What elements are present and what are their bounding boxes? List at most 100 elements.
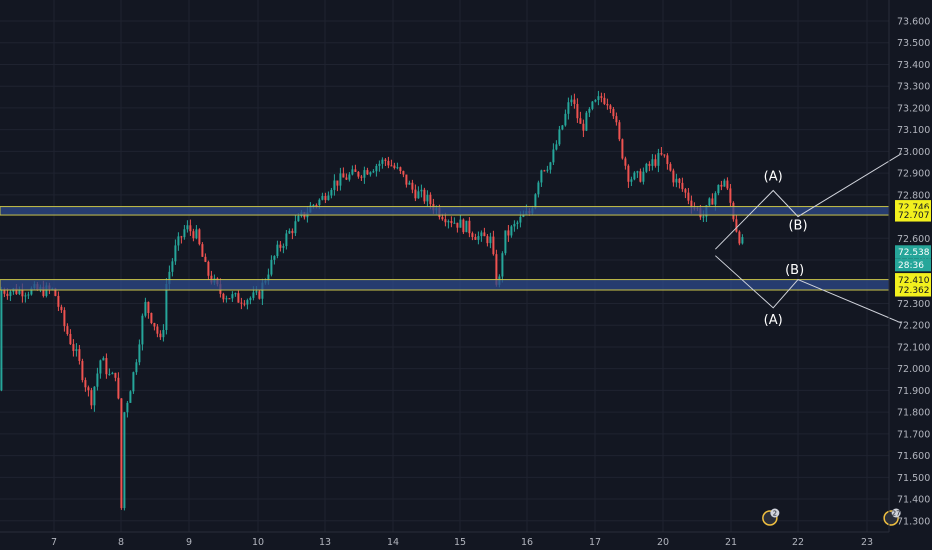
candle-down bbox=[429, 194, 432, 205]
price-tick-label: 72.200 bbox=[897, 321, 930, 332]
candle-up bbox=[714, 193, 717, 205]
candle-down bbox=[150, 312, 153, 323]
candle-down bbox=[684, 189, 687, 193]
candle-down bbox=[456, 222, 459, 228]
candle-down bbox=[366, 170, 369, 175]
candle-up bbox=[327, 195, 330, 201]
candle-down bbox=[639, 171, 642, 182]
candle-down bbox=[414, 189, 417, 199]
candle-down bbox=[78, 349, 81, 361]
candle-up bbox=[273, 256, 276, 260]
candle-up bbox=[369, 172, 372, 175]
price-tick-label: 73.300 bbox=[897, 82, 930, 93]
price-band[interactable] bbox=[0, 279, 890, 291]
candle-up bbox=[504, 230, 507, 254]
candle-down bbox=[81, 360, 84, 381]
candle-down bbox=[738, 231, 741, 244]
candle-up bbox=[741, 237, 744, 244]
candle-down bbox=[105, 358, 108, 375]
candle-up bbox=[282, 246, 285, 248]
price-tick-label: 71.600 bbox=[897, 451, 930, 462]
candle-down bbox=[495, 254, 498, 285]
time-tick-label: 13 bbox=[319, 537, 331, 548]
candle-up bbox=[267, 274, 270, 281]
candle-up bbox=[363, 170, 366, 178]
wave-projection-down[interactable] bbox=[715, 255, 902, 324]
candle-down bbox=[492, 236, 495, 255]
candle-up bbox=[453, 222, 456, 224]
candle-down bbox=[153, 322, 156, 327]
candle-down bbox=[258, 291, 261, 299]
wave-projection-up[interactable] bbox=[715, 153, 902, 250]
time-tick-label: 9 bbox=[186, 537, 192, 548]
candle-down bbox=[393, 165, 396, 168]
price-tick-label: 71.400 bbox=[897, 495, 930, 506]
candle-down bbox=[357, 171, 360, 177]
candle-up bbox=[522, 214, 525, 217]
candle-down bbox=[660, 153, 663, 155]
candle-down bbox=[579, 118, 582, 124]
candle-up bbox=[642, 171, 645, 182]
candle-up bbox=[561, 125, 564, 130]
candle-up bbox=[510, 226, 513, 236]
candle-up bbox=[630, 179, 633, 182]
candle-up bbox=[246, 300, 249, 305]
candle-down bbox=[114, 372, 117, 378]
candle-up bbox=[183, 229, 186, 238]
price-tick-label: 73.500 bbox=[897, 38, 930, 49]
time-tick-label: 22 bbox=[792, 537, 804, 548]
candle-down bbox=[192, 231, 195, 239]
candle-down bbox=[354, 169, 357, 172]
candle-down bbox=[399, 167, 402, 172]
candle-down bbox=[87, 387, 90, 391]
candle-down bbox=[54, 288, 57, 296]
candle-up bbox=[141, 315, 144, 345]
time-tick-label: 23 bbox=[861, 537, 873, 548]
candle-down bbox=[228, 298, 231, 300]
candle-down bbox=[621, 139, 624, 159]
candle-down bbox=[690, 200, 693, 208]
candle-down bbox=[687, 192, 690, 201]
candle-up bbox=[0, 290, 3, 391]
candle-down bbox=[180, 236, 183, 238]
wave-label: (A) bbox=[764, 169, 783, 184]
candle-up bbox=[588, 108, 591, 113]
candle-up bbox=[558, 129, 561, 145]
elliott-wave-projections[interactable] bbox=[715, 153, 902, 324]
candle-up bbox=[420, 189, 423, 192]
candle-down bbox=[69, 334, 72, 345]
price-tag-text: 72.362 bbox=[898, 286, 930, 296]
candle-down bbox=[624, 158, 627, 166]
price-tag-text: 72.410 bbox=[898, 276, 930, 286]
candle-up bbox=[255, 291, 258, 293]
time-axis[interactable]: 7 8 9 10 13 14 15 16 17 20 21 22 23 bbox=[51, 537, 873, 548]
candle-down bbox=[201, 244, 204, 257]
price-tick-label: 71.900 bbox=[897, 386, 930, 397]
candle-up bbox=[501, 253, 504, 277]
candle-up bbox=[132, 372, 135, 392]
candle-up bbox=[195, 229, 198, 239]
candle-up bbox=[111, 372, 114, 375]
candle-up bbox=[426, 194, 429, 202]
candle-up bbox=[129, 391, 132, 403]
time-tick-label: 20 bbox=[657, 537, 669, 548]
candle-down bbox=[627, 165, 630, 182]
price-tick-label: 71.500 bbox=[897, 473, 930, 484]
candle-down bbox=[735, 219, 738, 232]
candle-up bbox=[108, 374, 111, 376]
candle-down bbox=[345, 177, 348, 180]
candle-down bbox=[423, 189, 426, 202]
candle-down bbox=[483, 232, 486, 237]
candle-up bbox=[168, 271, 171, 284]
candle-up bbox=[18, 289, 21, 294]
band-price-tag bbox=[895, 208, 931, 222]
price-axis[interactable]: 73.600 73.500 73.400 73.300 73.200 73.100 73.0… bbox=[897, 17, 930, 528]
candle-down bbox=[204, 256, 207, 262]
price-tick-label: 73.000 bbox=[897, 147, 930, 158]
event-badges[interactable]: 2 27 bbox=[762, 508, 901, 526]
candle-up bbox=[480, 232, 483, 237]
candle-down bbox=[66, 326, 69, 335]
last-price-tag bbox=[895, 258, 931, 272]
band-price-tag bbox=[895, 273, 931, 287]
